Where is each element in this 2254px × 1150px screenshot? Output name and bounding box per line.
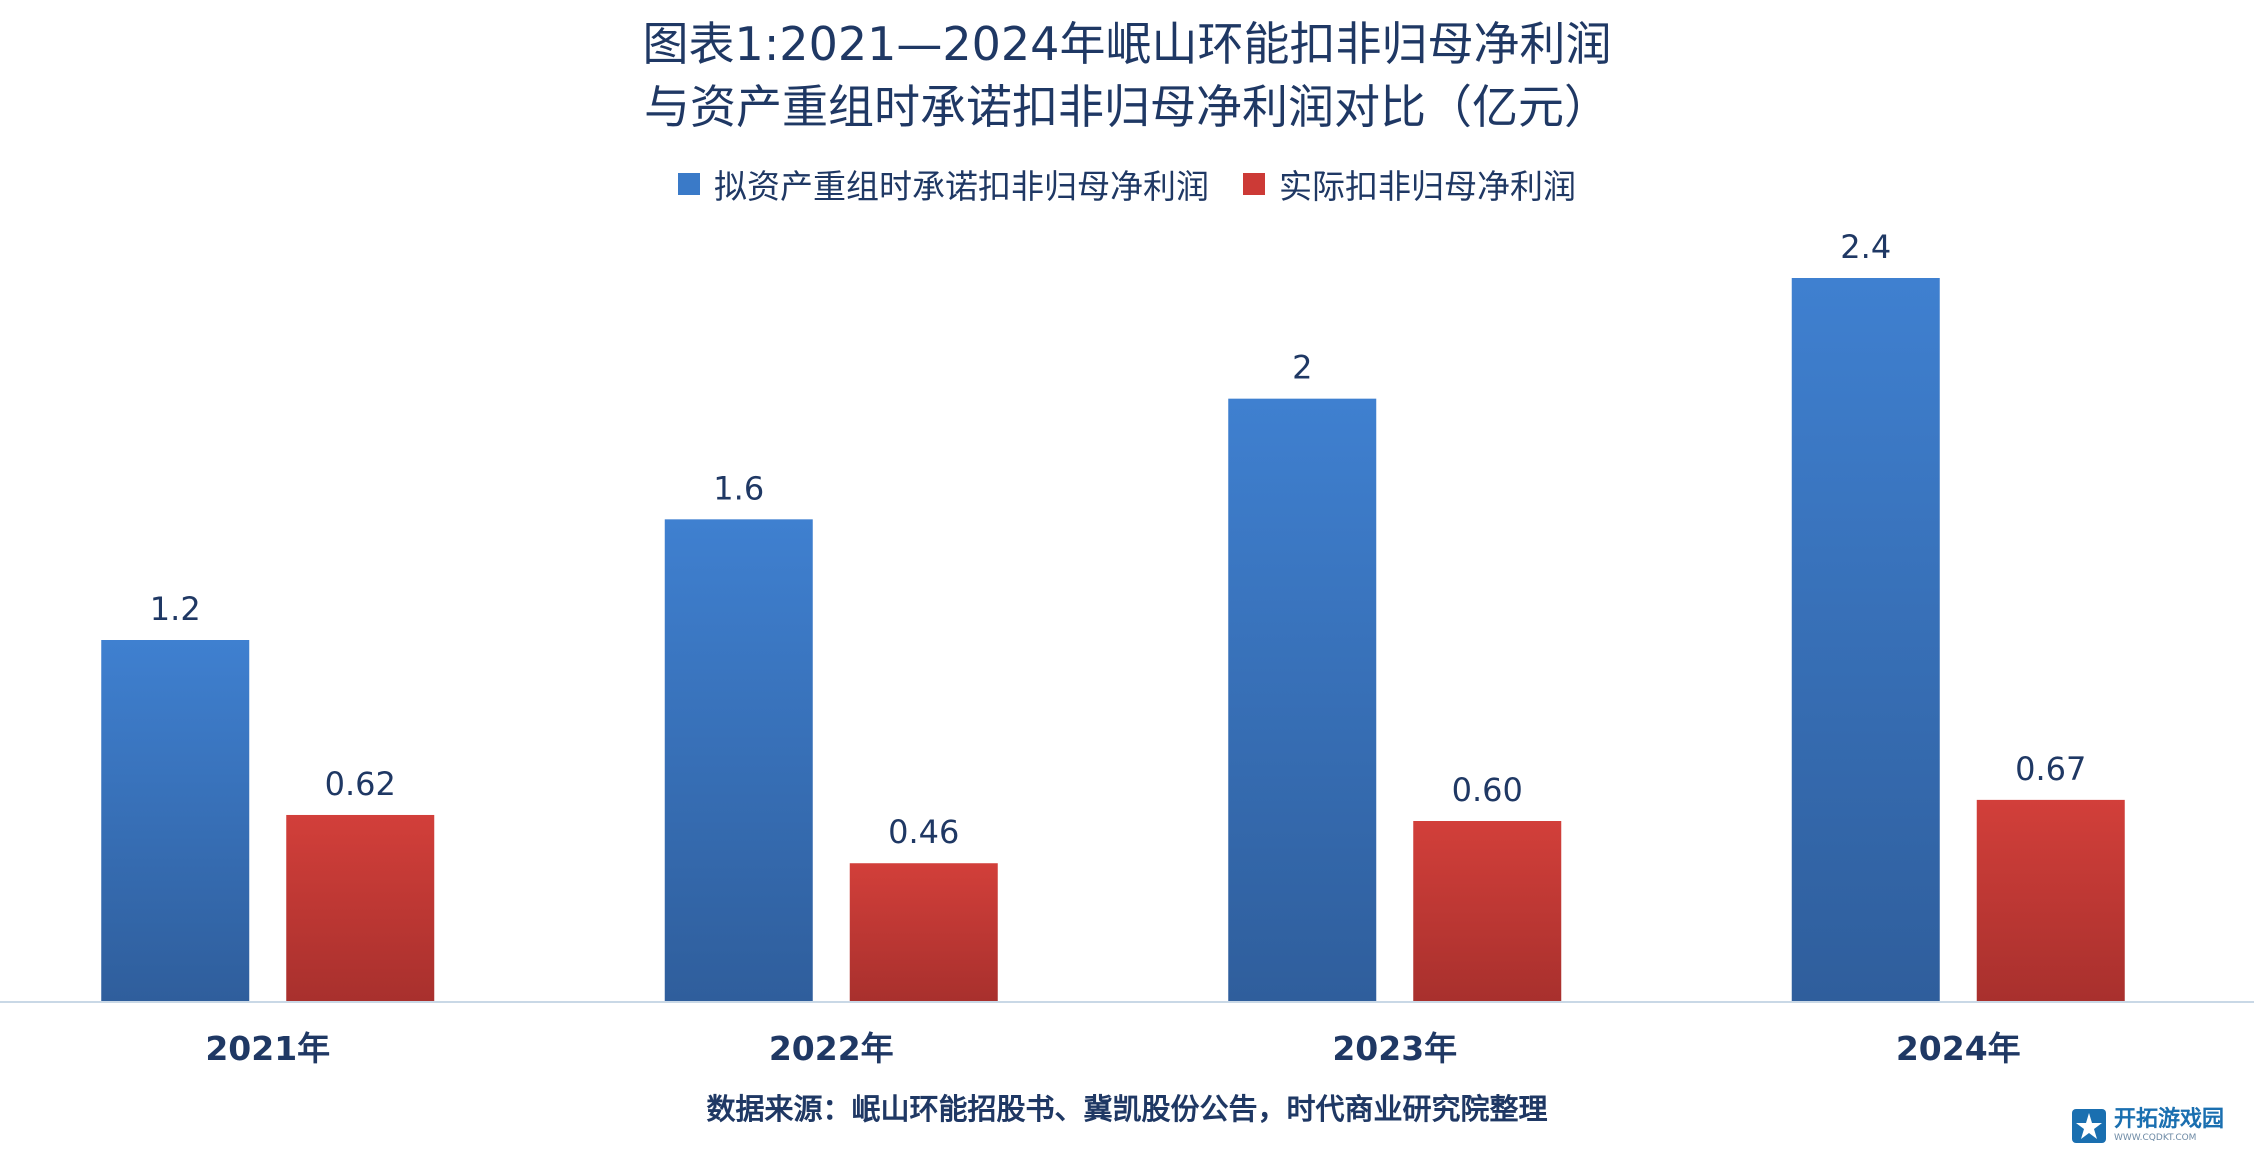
legend-swatch-committed xyxy=(678,173,700,195)
data-label-actual-2: 0.46 xyxy=(888,813,959,851)
site-logo: 开拓游戏园 WWW.CQDKT.COM xyxy=(2070,1105,2250,1147)
logo-url: WWW.CQDKT.COM xyxy=(2114,1133,2197,1143)
chart-title-line1: 图表1:2021—2024年岷山环能扣非归母净利润 xyxy=(642,17,1612,71)
x-tick-label-4: 2024年 xyxy=(1896,1029,2021,1068)
data-label-actual-3: 0.60 xyxy=(1452,771,1523,809)
data-label-actual-1: 0.62 xyxy=(325,765,396,803)
x-tick-label-2: 2022年 xyxy=(769,1029,894,1068)
data-source: 数据来源：岷山环能招股书、冀凯股份公告，时代商业研究院整理 xyxy=(706,1092,1548,1126)
bar-committed-1 xyxy=(101,640,250,1002)
data-label-committed-2: 1.6 xyxy=(713,469,764,507)
logo-name: 开拓游戏园 xyxy=(2114,1107,2225,1132)
x-tick-label-1: 2021年 xyxy=(205,1029,330,1068)
data-label-committed-3: 2 xyxy=(1292,349,1312,387)
bar-committed-2 xyxy=(664,519,813,1002)
bar-committed-4 xyxy=(1791,278,1940,1002)
bar-actual-2 xyxy=(849,863,998,1002)
bar-actual-4 xyxy=(1976,799,2125,1002)
legend: 拟资产重组时承诺扣非归母净利润 实际扣非归母净利润 xyxy=(0,160,2254,208)
data-label-committed-1: 1.2 xyxy=(150,590,201,628)
chart-title-line2: 与资产重组时承诺扣非归母净利润对比（亿元） xyxy=(644,80,1610,134)
legend-item-committed: 拟资产重组时承诺扣非归母净利润 xyxy=(678,160,1209,208)
bar-committed-3 xyxy=(1228,398,1377,1003)
legend-label-actual: 实际扣非归母净利润 xyxy=(1279,167,1576,206)
legend-item-actual: 实际扣非归母净利润 xyxy=(1243,160,1576,208)
logo-star-icon xyxy=(2072,1109,2106,1143)
legend-swatch-actual xyxy=(1243,173,1265,195)
bar-actual-3 xyxy=(1413,821,1562,1002)
data-label-committed-4: 2.4 xyxy=(1840,228,1891,266)
x-tick-label-3: 2023年 xyxy=(1332,1029,1457,1068)
bar-actual-1 xyxy=(286,814,435,1002)
data-label-actual-4: 0.67 xyxy=(2015,750,2086,788)
legend-label-committed: 拟资产重组时承诺扣非归母净利润 xyxy=(714,167,1209,206)
